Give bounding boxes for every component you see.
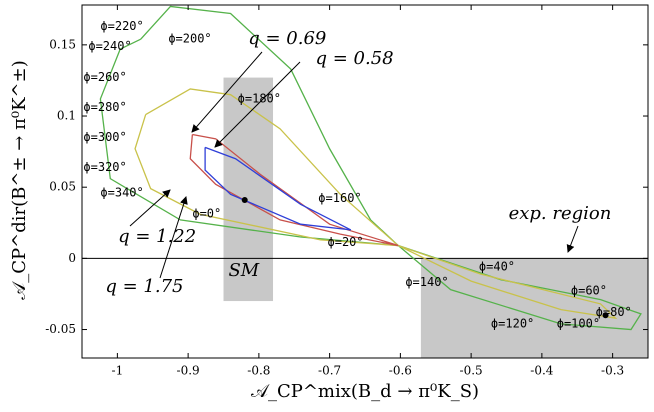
arrow [191,51,263,133]
annotation: exp. region [509,203,612,224]
phi-label: ϕ=180° [238,91,281,105]
x-tick-label: -0.3 [601,364,624,378]
phi-label: ϕ=160° [318,191,361,205]
y-tick-label: 0.15 [49,37,76,51]
phi-label: ϕ=80° [596,305,632,319]
point [602,312,609,319]
arrow [129,189,171,227]
shaded-region [223,77,274,302]
annotation: SM [228,260,259,281]
plot: q = 0.69q = 0.58 q = 1.22 q = 1.75 SM exp. r… [45,4,649,378]
plot-frame [81,4,649,359]
phi-label: ϕ=100° [557,316,600,330]
phi-label: ϕ=320° [83,160,126,174]
x-tick-label: -0.7 [318,364,341,378]
phi-label: ϕ=40° [479,259,515,273]
arrow [159,196,188,279]
x-tick-label: -1 [112,364,124,378]
annotation: q = 1.75 [105,276,183,297]
y-axis-label: 𝒜_CP^dir(B^± → π⁰K^±) [9,60,30,300]
arrow [214,61,301,148]
phi-label: ϕ=20° [328,235,364,249]
y-tick-label: 0.1 [57,109,76,123]
x-tick-label: -0.5 [460,364,483,378]
phi-label: ϕ=280° [83,100,126,114]
phi-label: ϕ=120° [491,316,534,330]
phi-label: ϕ=60° [571,284,607,298]
annotation: q = 1.22 [118,226,196,247]
phi-label: ϕ=220° [100,19,143,33]
phi-label: ϕ=0° [192,207,221,221]
phi-label: ϕ=140° [405,275,448,289]
x-tick-label: -0.8 [247,364,270,378]
y-tick-label: 0.05 [49,180,76,194]
phi-label: ϕ=200° [168,32,211,46]
phi-label: ϕ=240° [88,39,131,53]
curve [204,146,352,231]
annotation: q = 0.69 [248,28,326,49]
y-tick-label: -0.05 [45,322,76,336]
curve [189,133,399,247]
arrow [566,225,579,253]
point [241,197,248,204]
x-axis-label: 𝒜_CP^mix(B_d → π⁰K_S) [251,381,479,402]
phi-label: ϕ=300° [83,130,126,144]
curve [99,5,642,331]
phi-label: ϕ=260° [83,70,126,84]
annotation: q = 0.58 [315,48,393,69]
x-tick-label: -0.9 [177,364,200,378]
x-tick-label: -0.6 [389,364,412,378]
y-tick-label: 0 [68,251,76,265]
phi-label: ϕ=340° [100,185,143,199]
x-tick-label: -0.4 [530,364,554,378]
